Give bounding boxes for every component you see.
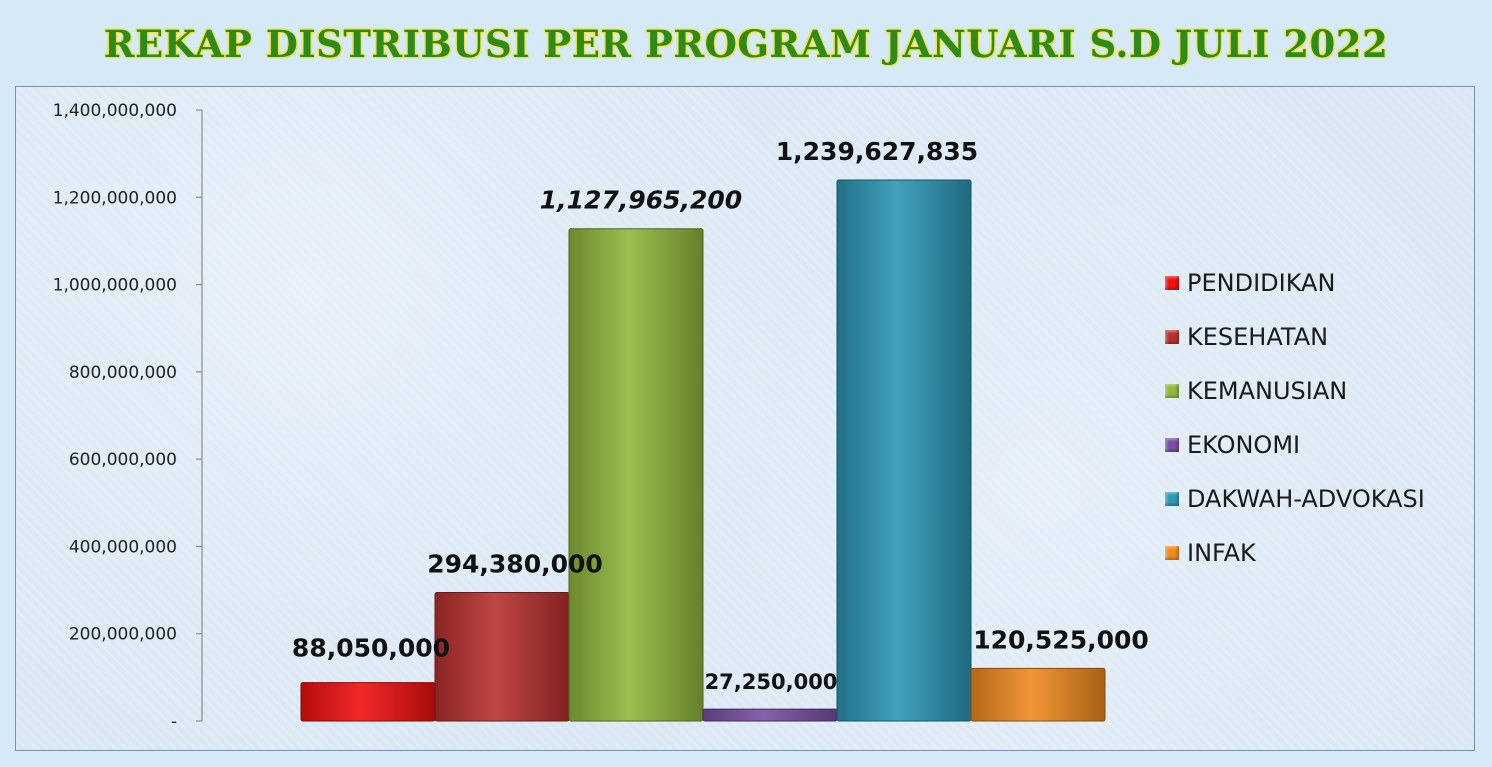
bar-infak xyxy=(970,667,1106,722)
bar-dakwah-advokasi xyxy=(836,179,972,722)
y-tick-label: - xyxy=(171,712,177,732)
legend-swatch xyxy=(1165,330,1179,344)
data-label-infak: 120,525,000 xyxy=(973,625,1149,654)
legend-label: KEMANUSIAN xyxy=(1187,377,1348,405)
y-tick-label: 200,000,000 xyxy=(69,625,177,645)
legend-swatch xyxy=(1165,438,1179,452)
y-tick-label: 800,000,000 xyxy=(69,363,177,383)
bar-ekonomi xyxy=(702,708,838,722)
y-tick-label: 600,000,000 xyxy=(69,450,177,470)
legend-swatch xyxy=(1165,276,1179,290)
chart-legend: PENDIDIKAN KESEHATAN KEMANUSIAN EKONOMI DAKW… xyxy=(1165,256,1425,580)
legend-label: INFAK xyxy=(1187,539,1256,567)
legend-item-kemanusian: KEMANUSIAN xyxy=(1165,364,1425,418)
legend-item-infak: INFAK xyxy=(1165,526,1425,580)
legend-item-dakwah-advokasi: DAKWAH-ADVOKASI xyxy=(1165,472,1425,526)
chart-area xyxy=(15,86,1475,751)
y-tick-label: 1,400,000,000 xyxy=(53,101,177,121)
chart-title: REKAP DISTRIBUSI PER PROGRAM JANUARI S.D… xyxy=(103,22,1389,66)
y-tick-label: 400,000,000 xyxy=(69,537,177,557)
bar-kemanusian xyxy=(568,228,704,722)
legend-label: KESEHATAN xyxy=(1187,323,1329,351)
legend-item-kesehatan: KESEHATAN xyxy=(1165,310,1425,364)
legend-item-pendidikan: PENDIDIKAN xyxy=(1165,256,1425,310)
legend-swatch xyxy=(1165,492,1179,506)
data-label-pendidikan: 88,050,000 xyxy=(292,634,450,663)
legend-swatch xyxy=(1165,546,1179,560)
bar-pendidikan xyxy=(300,682,436,722)
data-label-kemanusian: 1,127,965,200 xyxy=(540,186,742,215)
data-label-kesehatan: 294,380,000 xyxy=(427,550,603,579)
legend-label: PENDIDIKAN xyxy=(1187,269,1336,297)
y-tick-label: 1,000,000,000 xyxy=(53,276,177,296)
legend-item-ekonomi: EKONOMI xyxy=(1165,418,1425,472)
legend-label: DAKWAH-ADVOKASI xyxy=(1187,485,1425,513)
data-label-ekonomi: 27,250,000 xyxy=(705,670,838,694)
data-label-dakwah-advokasi: 1,239,627,835 xyxy=(776,137,978,166)
bar-kesehatan xyxy=(434,592,570,722)
legend-swatch xyxy=(1165,384,1179,398)
legend-label: EKONOMI xyxy=(1187,431,1301,459)
y-tick-label: 1,200,000,000 xyxy=(53,188,177,208)
